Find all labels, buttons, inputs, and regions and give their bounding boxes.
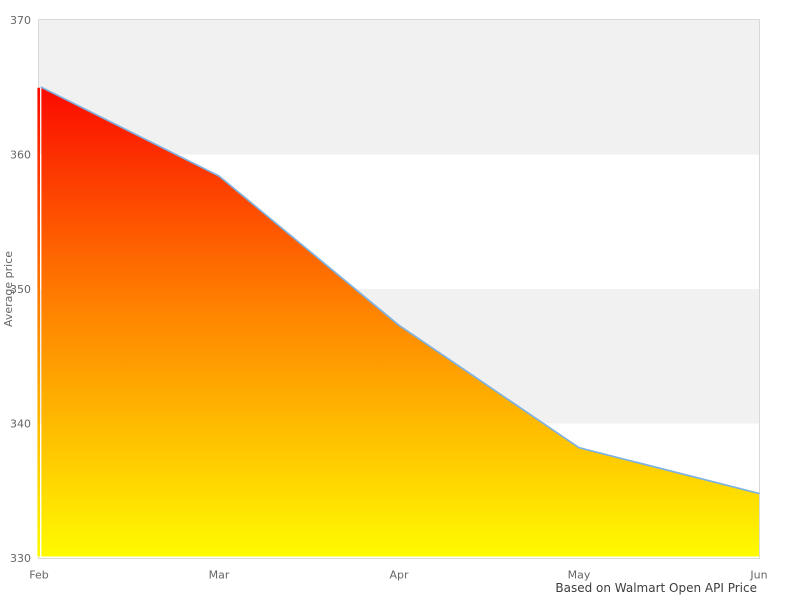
- y-tick-label: 350: [10, 283, 31, 296]
- y-tick-label: 360: [10, 149, 31, 162]
- y-axis-title: Average price: [2, 251, 15, 327]
- y-tick-label: 340: [10, 418, 31, 431]
- x-tick-label: Mar: [209, 569, 230, 582]
- area-left-edge: [37, 87, 40, 557]
- area-series: [41, 87, 759, 557]
- x-tick-label: Jun: [749, 569, 767, 582]
- x-tick-label: Apr: [389, 569, 409, 582]
- grid-band: [39, 20, 759, 155]
- x-tick-label: Feb: [29, 569, 48, 582]
- x-tick-label: May: [568, 569, 591, 582]
- y-tick-label: 330: [10, 552, 31, 565]
- chart-caption: Based on Walmart Open API Price: [555, 581, 757, 595]
- series-line: [40, 86, 760, 495]
- y-tick-label: 370: [10, 14, 31, 27]
